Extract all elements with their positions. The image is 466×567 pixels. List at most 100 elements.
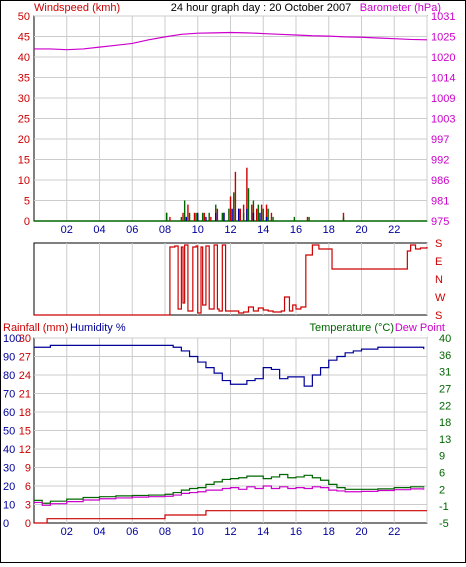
temperature-tick-label: 9 bbox=[439, 451, 445, 463]
windspeed-tick-label: 0 bbox=[24, 216, 30, 228]
barometer-tick-label: 1031 bbox=[431, 11, 455, 23]
hour-tick-label: 12 bbox=[224, 526, 236, 538]
dewpoint-axis-label: Dew Point bbox=[395, 322, 445, 334]
hour-tick-label: 16 bbox=[290, 224, 302, 236]
windspeed-tick-label: 20 bbox=[18, 134, 30, 146]
rainfall-axis-label: Rainfall (mm) bbox=[3, 322, 68, 334]
windspeed-tick-label: 30 bbox=[18, 93, 30, 105]
rainfall-tick-label: 24 bbox=[19, 370, 31, 382]
temperature-tick-label: 6 bbox=[439, 468, 445, 480]
dewpoint-line bbox=[34, 485, 425, 506]
humidity-tick-label: 10 bbox=[3, 500, 15, 512]
temperature-tick-label: 13 bbox=[439, 434, 451, 446]
hour-tick-label: 06 bbox=[126, 224, 138, 236]
barometer-tick-label: 975 bbox=[431, 216, 449, 228]
windspeed-tick-label: 45 bbox=[18, 32, 30, 44]
hour-tick-label: 02 bbox=[61, 526, 73, 538]
barometer-tick-label: 1014 bbox=[431, 73, 455, 85]
hour-tick-label: 14 bbox=[257, 526, 269, 538]
rainfall-tick-label: 3 bbox=[25, 500, 31, 512]
wind-baro-series bbox=[34, 31, 428, 222]
rainfall-tick-label: 0 bbox=[25, 518, 31, 530]
compass-tick-label: S bbox=[435, 238, 442, 250]
windspeed-axis-label: Windspeed (kmh) bbox=[34, 2, 120, 14]
rainfall-line bbox=[34, 510, 427, 524]
hour-tick-label: 18 bbox=[323, 526, 335, 538]
rainfall-tick-label: 6 bbox=[25, 481, 31, 493]
barometer-tick-label: 986 bbox=[431, 175, 449, 187]
wind-baro-grid bbox=[34, 15, 428, 221]
windspeed-tick-label: 35 bbox=[18, 73, 30, 85]
humidity-line bbox=[34, 344, 425, 387]
rainfall-tick-label: 21 bbox=[19, 389, 31, 401]
rain-hum-temp-grid bbox=[34, 337, 428, 523]
humidity-tick-label: 70 bbox=[3, 389, 15, 401]
temperature-tick-label: -5 bbox=[439, 518, 449, 530]
barometer-tick-label: 992 bbox=[431, 155, 449, 167]
hour-tick-label: 08 bbox=[159, 526, 171, 538]
temperature-tick-label: 40 bbox=[439, 333, 451, 345]
rain-humidity-temperature-panel: Rainfall (mm) Humidity % Temperature (°C… bbox=[3, 322, 451, 538]
humidity-tick-label: 60 bbox=[3, 407, 15, 419]
hour-tick-label: 14 bbox=[257, 224, 269, 236]
humidity-tick-label: 50 bbox=[3, 426, 15, 438]
barometer-tick-label: 1025 bbox=[431, 32, 455, 44]
hour-tick-label: 10 bbox=[192, 526, 204, 538]
hour-tick-label: 22 bbox=[388, 224, 400, 236]
humidity-tick-label: 80 bbox=[3, 370, 15, 382]
hour-tick-label: 12 bbox=[224, 224, 236, 236]
humidity-tick-label: 100 bbox=[3, 333, 21, 345]
windspeed-ticks: 0 5 10 15 20 25 30 35 40 45 50 bbox=[18, 11, 30, 228]
humidity-tick-label: 90 bbox=[3, 352, 15, 364]
humidity-tick-label: 30 bbox=[3, 463, 15, 475]
wind-baro-hour-ticks: 02 04 06 08 10 12 14 16 18 20 22 bbox=[61, 224, 401, 236]
humidity-tick-label: 40 bbox=[3, 444, 15, 456]
windspeed-tick-label: 5 bbox=[24, 196, 30, 208]
temperature-tick-label: 31 bbox=[439, 367, 451, 379]
wind-direction-line bbox=[34, 244, 428, 316]
temperature-tick-label: 2 bbox=[439, 484, 445, 496]
temperature-line bbox=[34, 473, 425, 504]
compass-tick-label: W bbox=[435, 292, 446, 304]
windspeed-tick-label: 25 bbox=[18, 114, 30, 126]
hour-tick-label: 06 bbox=[126, 526, 138, 538]
rainfall-tick-label: 15 bbox=[19, 426, 31, 438]
wind-barometer-panel: Windspeed (kmh) 24 hour graph day : 20 O… bbox=[18, 2, 456, 236]
hour-tick-label: 04 bbox=[93, 526, 105, 538]
temperature-ticks: -5 -1 2 6 9 13 18 22 27 31 36 40 bbox=[439, 333, 451, 530]
barometer-line bbox=[34, 31, 428, 51]
temperature-tick-label: 27 bbox=[439, 383, 451, 395]
barometer-tick-label: 981 bbox=[431, 196, 449, 208]
hour-tick-label: 16 bbox=[290, 526, 302, 538]
compass-tick-label: S bbox=[435, 310, 442, 322]
rain-hum-temp-series bbox=[34, 344, 427, 524]
barometer-tick-label: 1003 bbox=[431, 114, 455, 126]
rain-hum-temp-hour-ticks: 02 04 06 08 10 12 14 16 18 20 22 bbox=[61, 526, 401, 538]
barometer-axis-label: Barometer (hPa) bbox=[360, 2, 441, 14]
humidity-tick-label: 0 bbox=[3, 518, 9, 530]
direction-series bbox=[34, 244, 428, 316]
rainfall-tick-label: 30 bbox=[19, 333, 31, 345]
temperature-tick-label: -1 bbox=[439, 501, 449, 513]
temperature-tick-label: 22 bbox=[439, 400, 451, 412]
hour-tick-label: 18 bbox=[323, 224, 335, 236]
hour-tick-label: 10 bbox=[192, 224, 204, 236]
hour-tick-label: 04 bbox=[93, 224, 105, 236]
windspeed-tick-label: 40 bbox=[18, 52, 30, 64]
hour-tick-label: 20 bbox=[355, 224, 367, 236]
direction-grid bbox=[66, 243, 428, 315]
hour-tick-label: 08 bbox=[159, 224, 171, 236]
rainfall-tick-label: 12 bbox=[19, 444, 31, 456]
humidity-tick-label: 20 bbox=[3, 481, 15, 493]
windspeed-tick-label: 15 bbox=[18, 155, 30, 167]
compass-tick-label: E bbox=[435, 256, 442, 268]
temperature-axis-label: Temperature (°C) bbox=[310, 322, 394, 334]
chart-title: 24 hour graph day : 20 October 2007 bbox=[171, 2, 351, 14]
temperature-tick-label: 36 bbox=[439, 350, 451, 362]
rainfall-tick-label: 27 bbox=[19, 352, 31, 364]
rainfall-tick-label: 18 bbox=[19, 407, 31, 419]
